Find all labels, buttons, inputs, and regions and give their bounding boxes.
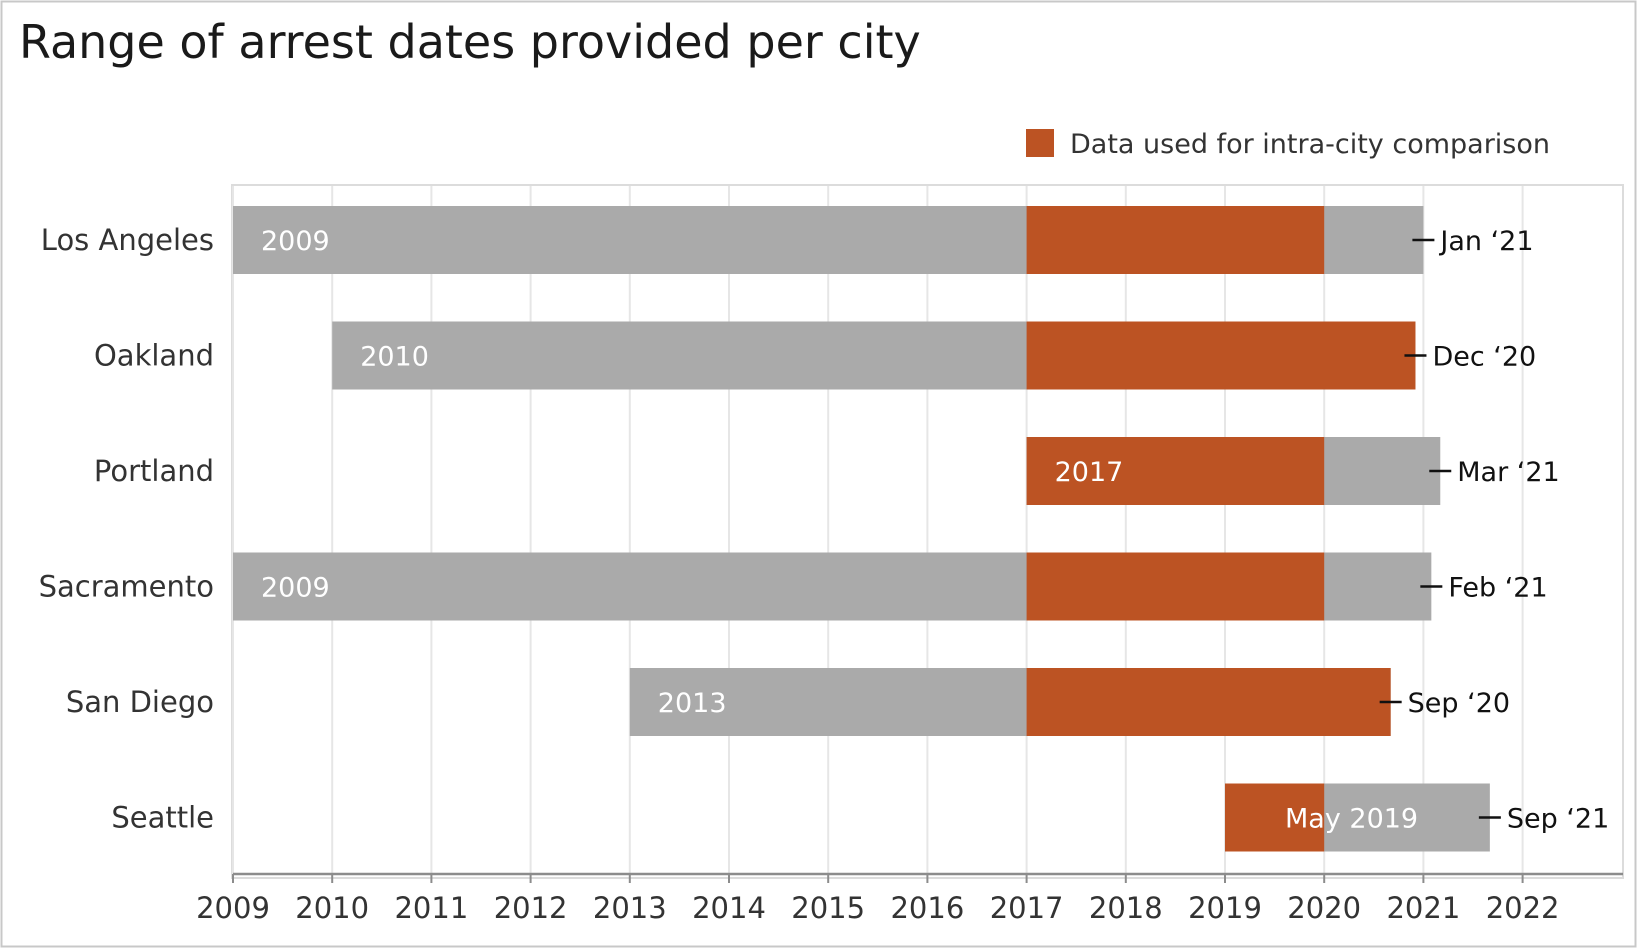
x-tick-label-2020: 2020 [1287, 891, 1361, 925]
x-tick-label-2009: 2009 [196, 891, 270, 925]
x-tick-label-2013: 2013 [593, 891, 667, 925]
city-label-seattle: Seattle [111, 801, 214, 835]
gridlines [232, 186, 1524, 874]
x-tick-label-2012: 2012 [494, 891, 568, 925]
y-axis-city-labels: Los Angeles Oakland Portland Sacramento San … [39, 223, 214, 835]
x-tick-label-2021: 2021 [1386, 891, 1460, 925]
bar-highlight-los-angeles [1026, 206, 1325, 274]
bar-highlight-oakland [1026, 321, 1416, 390]
bars [233, 206, 1490, 852]
legend-label: Data used for intra-city comparison [1070, 129, 1550, 160]
city-label-los-angeles: Los Angeles [41, 223, 214, 257]
bar-labels: Jan ‘21 2009 Dec ‘20 2010 Mar ‘21 2017 Feb ‘21… [261, 226, 1609, 835]
x-tick-label-2014: 2014 [692, 891, 766, 925]
end-label-sacramento: Feb ‘21 [1448, 573, 1547, 604]
x-axis: 2009 2010 2011 2012 2013 2014 2015 2016 2017 2018… [196, 872, 1623, 925]
bar-highlight-san-diego [1026, 668, 1391, 736]
legend: Data used for intra-city comparison [1026, 129, 1550, 160]
bar-highlight-sacramento [1026, 552, 1325, 621]
x-tick-label-2019: 2019 [1188, 891, 1262, 925]
x-tick-label-2022: 2022 [1486, 891, 1560, 925]
x-tick-label-2017: 2017 [990, 891, 1064, 925]
x-tick-label-2010: 2010 [295, 891, 369, 925]
end-label-san-diego: Sep ‘20 [1408, 688, 1510, 719]
legend-swatch [1026, 129, 1054, 157]
city-label-san-diego: San Diego [66, 685, 214, 719]
city-label-portland: Portland [94, 454, 214, 488]
end-label-seattle: Sep ‘21 [1507, 804, 1609, 835]
city-label-oakland: Oakland [94, 339, 214, 373]
bar-highlight-portland [1026, 437, 1325, 505]
x-tick-label-2011: 2011 [394, 891, 468, 925]
chart-title: Range of arrest dates provided per city [19, 15, 921, 69]
start-label-seattle: May 2019 [1285, 804, 1418, 835]
end-label-oakland: Dec ‘20 [1432, 342, 1536, 373]
x-tick-label-2018: 2018 [1089, 891, 1163, 925]
x-tick-label-2016: 2016 [890, 891, 964, 925]
start-label-portland: 2017 [1055, 457, 1124, 488]
start-label-sacramento: 2009 [261, 573, 330, 604]
x-tick-label-2015: 2015 [791, 891, 865, 925]
start-label-oakland: 2010 [360, 342, 429, 373]
start-label-san-diego: 2013 [658, 688, 727, 719]
bar-highlight-seattle [1225, 783, 1325, 852]
start-label-los-angeles: 2009 [261, 226, 330, 257]
end-label-portland: Mar ‘21 [1457, 457, 1559, 488]
end-label-los-angeles: Jan ‘21 [1438, 226, 1533, 257]
city-label-sacramento: Sacramento [39, 570, 214, 604]
